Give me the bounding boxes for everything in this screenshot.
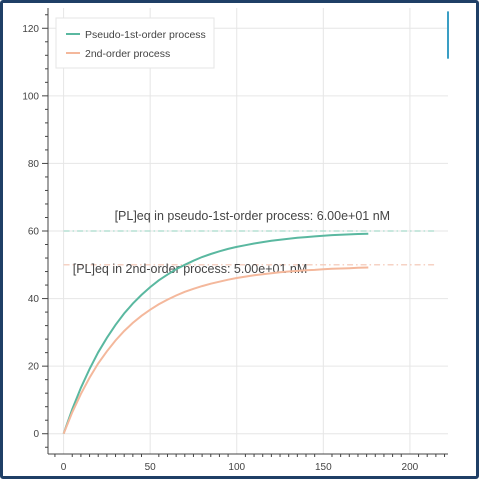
y-tick-label: 40 <box>28 294 40 305</box>
y-tick-label: 100 <box>22 91 39 102</box>
x-tick-label: 50 <box>145 462 157 473</box>
y-tick-label: 120 <box>22 24 39 35</box>
x-tick-label: 100 <box>228 462 245 473</box>
y-tick-label: 20 <box>28 362 40 373</box>
series-line-1 <box>62 232 369 435</box>
y-tick-label: 80 <box>28 159 40 170</box>
legend-label: 2nd-order process <box>85 48 170 60</box>
x-tick-label: 200 <box>402 462 419 473</box>
x-tick-label: 0 <box>61 462 67 473</box>
y-tick-label: 60 <box>28 227 40 238</box>
2nd-order-equilibrium-label: [PL]eq in 2nd-order process: 5.00e+01 nM <box>73 262 308 276</box>
series-line-2 <box>62 266 369 435</box>
y-tick-label: 0 <box>33 429 39 440</box>
pseudo-1st-order-equilibrium-label: [PL]eq in pseudo-1st-order process: 6.00… <box>115 209 391 223</box>
x-tick-label: 150 <box>315 462 332 473</box>
legend-label: Pseudo-1st-order process <box>85 29 206 41</box>
legend-box <box>55 17 215 69</box>
